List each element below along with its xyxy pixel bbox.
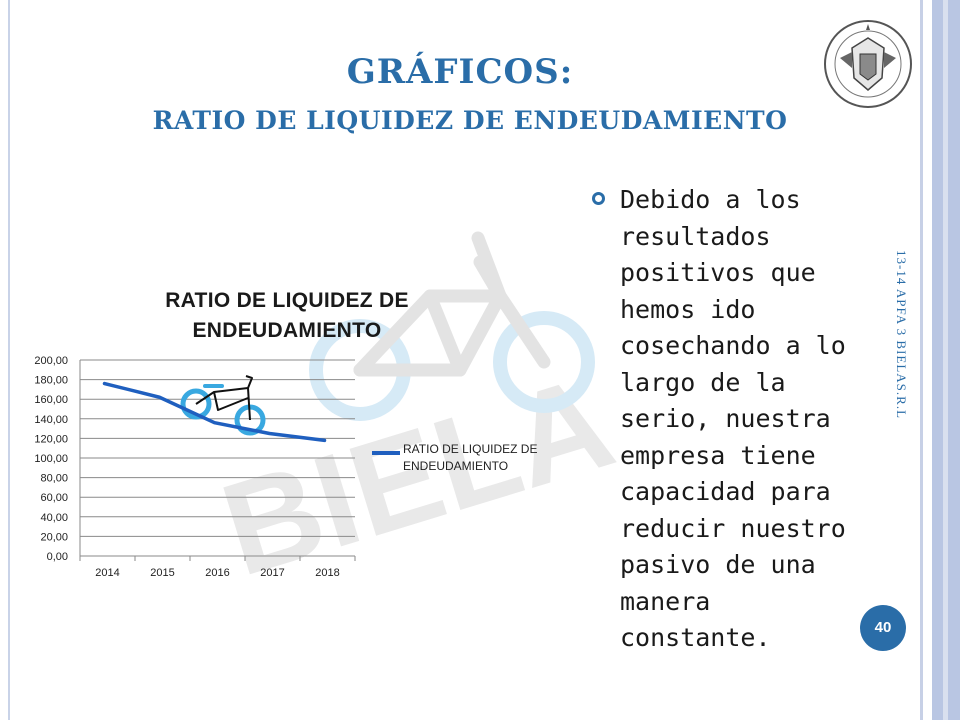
bullet-ring-icon — [592, 192, 605, 205]
chart-tick-labels: 0,00 20,00 40,00 60,00 80,00 100,00 120,00 140,… — [34, 355, 339, 579]
slide-frame-right-line — [920, 0, 923, 720]
x-tick-label: 2015 — [150, 567, 174, 579]
bike-rear-wheel — [180, 388, 212, 420]
title-line-1: GRÁFICOS: — [346, 52, 574, 92]
slide-title: GRÁFICOS: RATIO DE LIQUIDEZ DE ENDEUDAMI… — [40, 52, 900, 135]
y-tick-label: 120,00 — [34, 433, 68, 445]
y-tick-label: 160,00 — [34, 394, 68, 406]
y-tick-label: 40,00 — [40, 512, 68, 524]
y-tick-label: 200,00 — [34, 355, 68, 367]
x-tick-label: 2017 — [260, 567, 284, 579]
chart-title: RATIO DE LIQUIDEZ DE ENDEUDAMIENTO — [165, 289, 409, 342]
y-tick-label: 180,00 — [34, 375, 68, 387]
x-tick-label: 2016 — [205, 567, 229, 579]
y-tick-label: 20,00 — [40, 531, 68, 543]
x-tick-label: 2014 — [95, 567, 119, 579]
bicycle-icon — [180, 375, 266, 436]
slide-frame-left — [8, 0, 10, 720]
title-line-2: RATIO DE LIQUIDEZ DE ENDEUDAMIENTO — [152, 106, 788, 135]
chart-axes — [79, 360, 356, 561]
x-tick-label: 2018 — [315, 567, 339, 579]
legend-swatch — [372, 451, 400, 455]
legend-label: RATIO DE LIQUIDEZ DE ENDEUDAMIENTO — [403, 442, 538, 473]
university-seal-icon — [824, 20, 912, 108]
chart-series — [102, 381, 327, 443]
y-tick-label: 100,00 — [34, 453, 68, 465]
bike-frame — [195, 375, 253, 421]
y-tick-label: 0,00 — [47, 551, 68, 563]
bullet-text: Debido a los resultados positivos que he… — [620, 185, 846, 652]
slide-frame-right-highlight — [943, 0, 948, 720]
page-number-badge: 40 — [860, 605, 906, 651]
side-note: 13-14 APFA 3 BIELAS.R.L — [894, 250, 909, 420]
y-tick-label: 140,00 — [34, 414, 68, 426]
y-tick-label: 60,00 — [40, 492, 68, 504]
y-tick-label: 80,00 — [40, 473, 68, 485]
